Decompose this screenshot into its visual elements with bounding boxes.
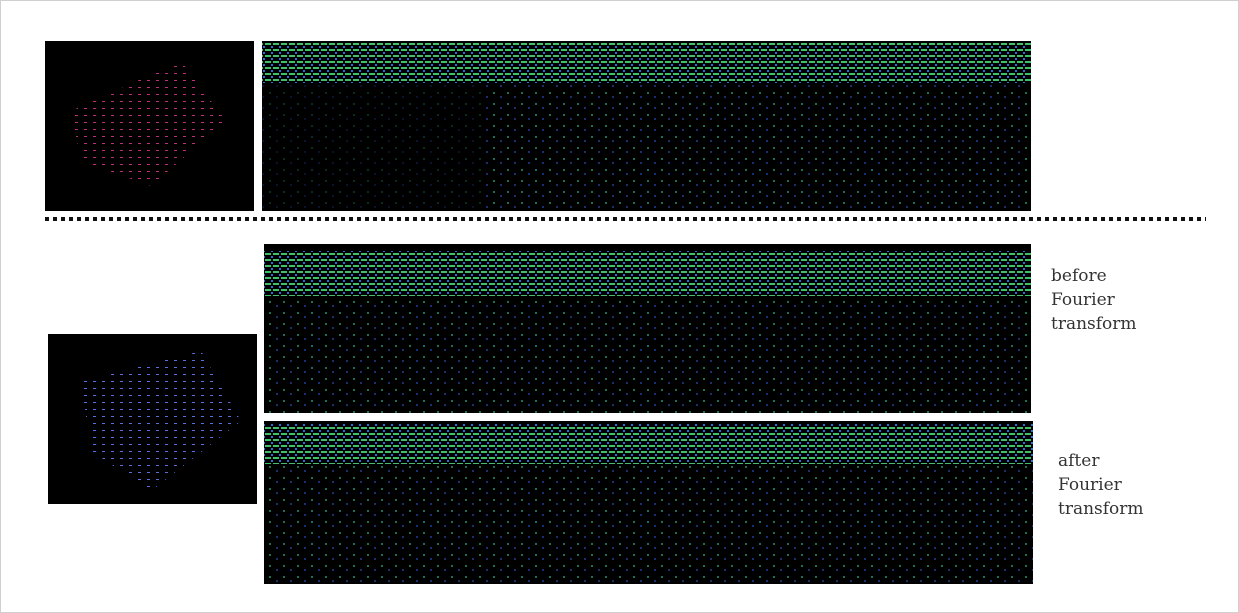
figure: before Fourier transform after Fourier t… [0, 0, 1239, 613]
range-image-after [264, 421, 1033, 584]
label-after: after Fourier transform [1058, 449, 1168, 521]
label-before: before Fourier transform [1051, 264, 1161, 336]
range-image [262, 41, 1031, 211]
range-image-before [264, 244, 1031, 413]
